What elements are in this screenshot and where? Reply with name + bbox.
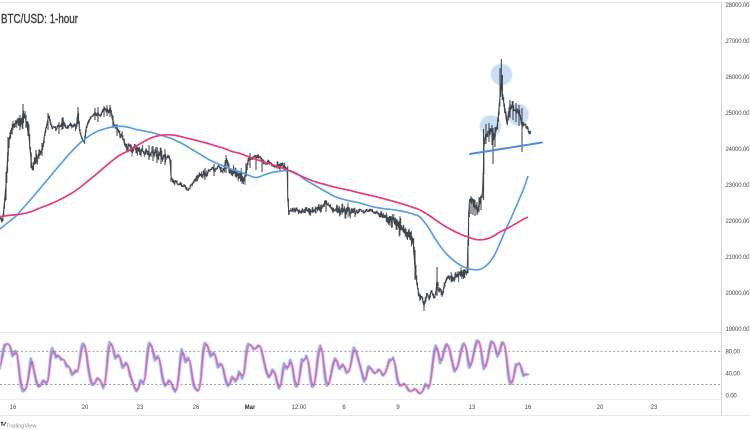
svg-text:26000.00: 26000.00	[726, 75, 750, 81]
svg-text:23: 23	[137, 405, 144, 411]
svg-text:20000.00: 20000.00	[726, 291, 750, 297]
svg-text:24000.00: 24000.00	[726, 147, 750, 153]
svg-text:6: 6	[342, 405, 346, 411]
svg-text:20: 20	[82, 405, 89, 411]
svg-text:27000.00: 27000.00	[726, 39, 750, 45]
svg-text:22000.00: 22000.00	[726, 219, 750, 225]
svg-text:13: 13	[469, 405, 476, 411]
svg-text:20: 20	[597, 405, 604, 411]
svg-text:26: 26	[193, 405, 200, 411]
svg-text:16: 16	[525, 405, 532, 411]
svg-text:28000.00: 28000.00	[726, 3, 750, 9]
svg-text:BTC/USD: 1-hour: BTC/USD: 1-hour	[1, 11, 78, 26]
svg-text:21000.00: 21000.00	[726, 255, 750, 261]
svg-text:23: 23	[651, 405, 658, 411]
svg-text:80.00: 80.00	[726, 350, 741, 356]
svg-text:40.00: 40.00	[726, 372, 741, 378]
svg-text:16: 16	[10, 405, 17, 411]
svg-text:Mar: Mar	[245, 405, 256, 411]
svg-text:25000.00: 25000.00	[726, 111, 750, 117]
svg-text:9: 9	[396, 405, 400, 411]
svg-text:0.00: 0.00	[726, 394, 738, 400]
svg-text:23000.00: 23000.00	[726, 183, 750, 189]
svg-text:12:00: 12:00	[291, 405, 307, 411]
svg-text:19000.00: 19000.00	[726, 327, 750, 333]
svg-text:TradingView: TradingView	[6, 423, 38, 429]
